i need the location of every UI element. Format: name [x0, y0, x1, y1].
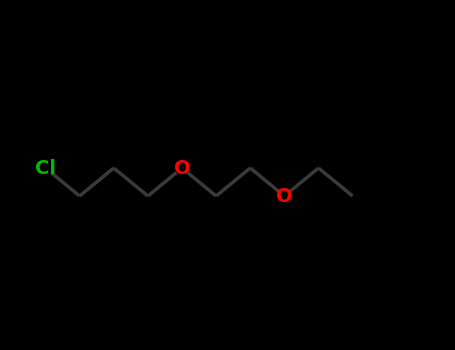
Text: O: O — [276, 187, 293, 205]
Text: O: O — [174, 159, 190, 177]
Text: Cl: Cl — [35, 159, 56, 177]
